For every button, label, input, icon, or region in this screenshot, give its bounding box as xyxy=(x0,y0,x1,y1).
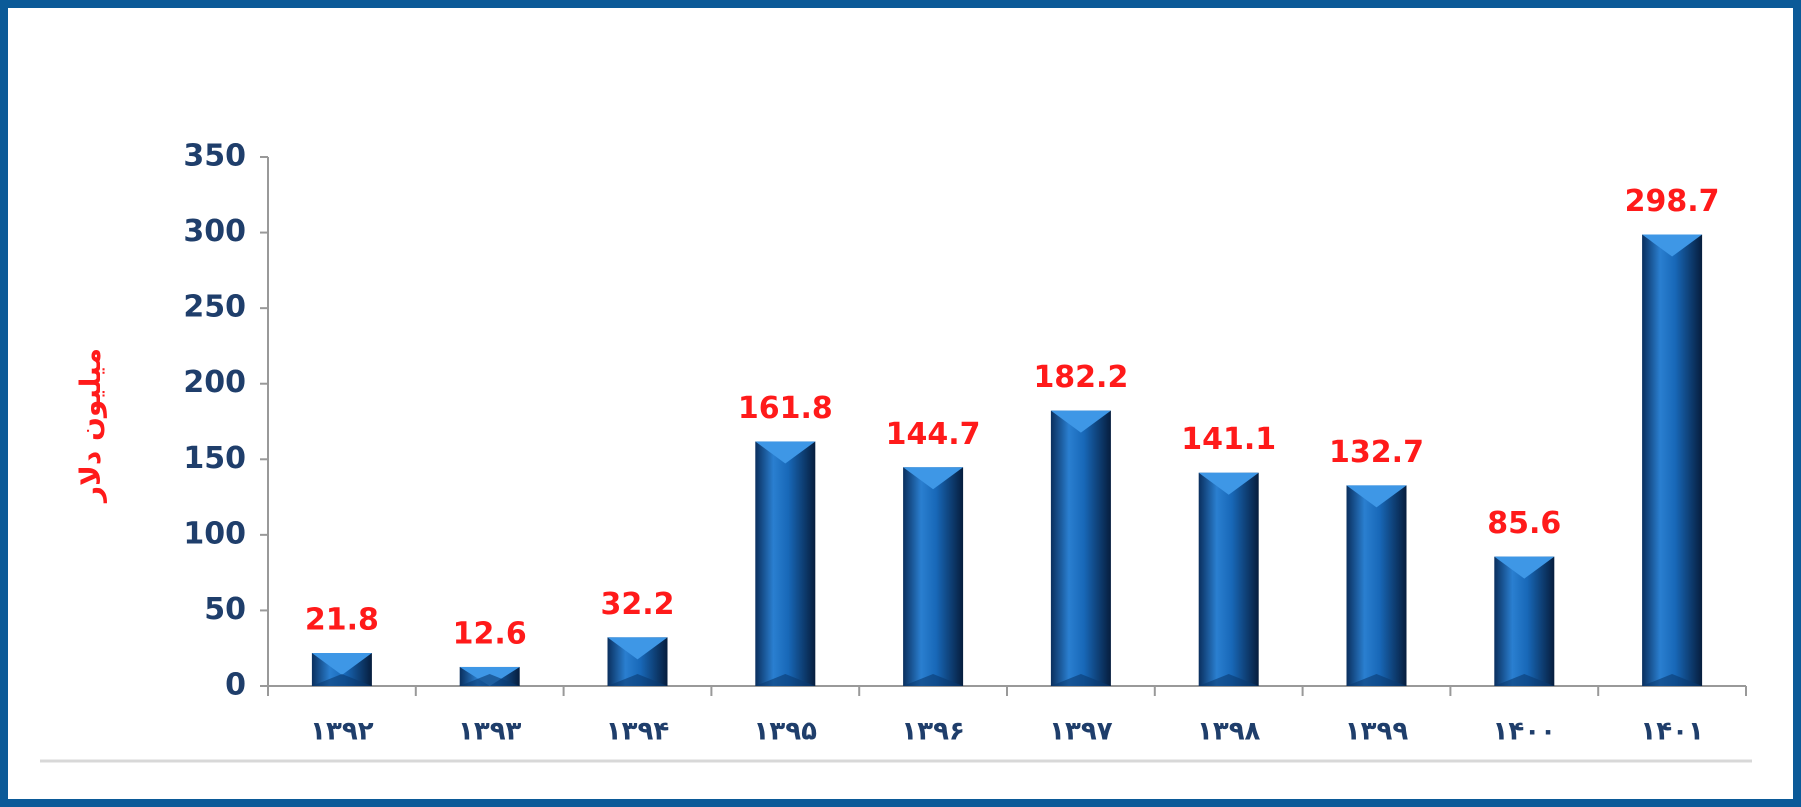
bar-top xyxy=(1050,410,1111,433)
bar-base xyxy=(1050,674,1111,686)
bar xyxy=(903,467,964,686)
x-tick-label: ۱۳۹۲ xyxy=(310,717,374,747)
bar xyxy=(1642,234,1703,686)
bar-base xyxy=(1494,674,1555,686)
value-label: 32.2 xyxy=(600,587,674,622)
bar-base xyxy=(903,674,964,686)
x-tick-label: ۱۳۹۳ xyxy=(458,717,522,747)
bar-base xyxy=(755,674,816,686)
y-axis-label: میلیون دلار xyxy=(74,348,107,504)
y-tick-label: 50 xyxy=(204,592,246,627)
y-tick-label: 100 xyxy=(183,516,246,551)
bar-base xyxy=(459,674,520,686)
bar xyxy=(1346,485,1407,686)
x-tick-label: ۱۳۹۶ xyxy=(901,717,964,747)
bar-base xyxy=(311,674,372,686)
value-label: 298.7 xyxy=(1625,184,1720,219)
y-tick-label: 300 xyxy=(183,214,246,249)
bar-top xyxy=(311,653,372,676)
bar-top xyxy=(1642,234,1703,257)
bar-top xyxy=(903,467,964,490)
bar xyxy=(1050,410,1111,686)
value-label: 21.8 xyxy=(305,603,379,638)
x-tick-label: ۱۳۹۵ xyxy=(754,717,818,747)
y-tick-label: 200 xyxy=(183,365,246,400)
x-tick-label: ۱۴۰۰ xyxy=(1493,717,1556,747)
bar-top xyxy=(755,441,816,464)
bar-top xyxy=(1198,472,1259,495)
bar-base xyxy=(607,674,668,686)
x-tick-label: ۱۳۹۹ xyxy=(1345,717,1409,747)
bar-base xyxy=(1346,674,1407,686)
x-tick-label: ۱۳۹۷ xyxy=(1049,717,1113,747)
value-label: 161.8 xyxy=(738,391,833,426)
value-label: 12.6 xyxy=(453,616,527,651)
value-label: 182.2 xyxy=(1033,360,1128,395)
x-tick-label: ۱۳۹۴ xyxy=(606,717,669,747)
bar-top xyxy=(607,637,668,660)
bar-base xyxy=(1642,674,1703,686)
value-label: 85.6 xyxy=(1487,506,1561,541)
y-tick-label: 250 xyxy=(183,290,246,325)
bar xyxy=(755,441,816,686)
value-label: 141.1 xyxy=(1181,422,1276,457)
x-tick-label: ۱۳۹۸ xyxy=(1197,717,1261,747)
y-tick-label: 150 xyxy=(183,441,246,476)
bar-top xyxy=(1494,556,1555,579)
y-tick-label: 0 xyxy=(225,668,246,703)
x-tick-label: ۱۴۰۱ xyxy=(1640,717,1703,747)
bar-base xyxy=(1198,674,1259,686)
y-tick-label: 350 xyxy=(183,139,246,174)
bar-top xyxy=(1346,485,1407,508)
value-label: 132.7 xyxy=(1329,435,1424,470)
bar xyxy=(1198,472,1259,686)
value-label: 144.7 xyxy=(886,417,981,452)
